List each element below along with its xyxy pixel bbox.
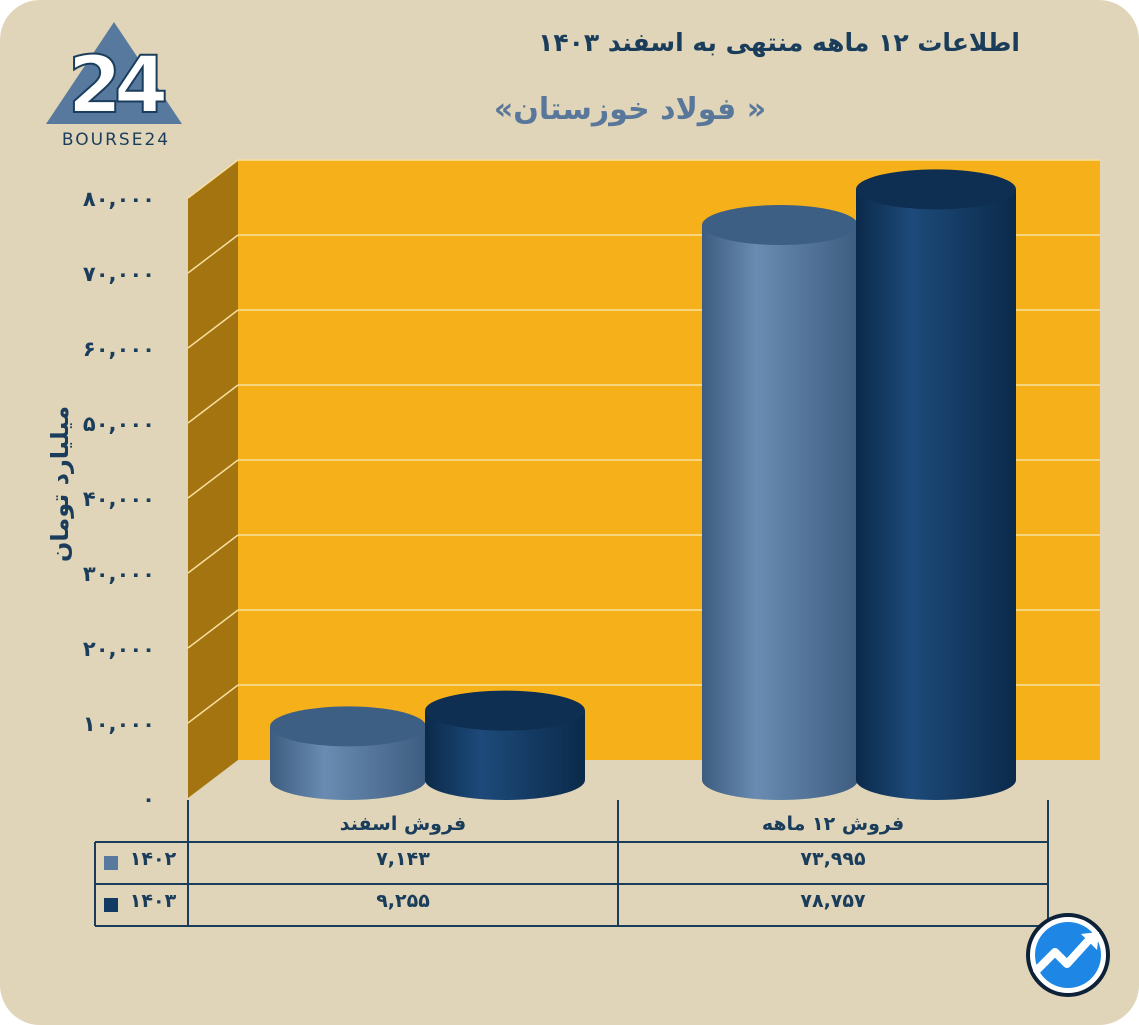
bar-cylinder: [270, 706, 426, 800]
bar-cylinder: [856, 169, 1016, 800]
chart-subtitle: « فولاد خوزستان»: [493, 92, 767, 127]
y-tick-label: ۰: [142, 787, 155, 811]
y-tick-label: ۵۰,۰۰۰: [83, 412, 155, 436]
y-tick-label: ۲۰,۰۰۰: [83, 637, 155, 661]
table-cell: ۷۸,۷۵۷: [800, 890, 866, 912]
gridline-side: [187, 384, 239, 424]
legend-label-1403: ۱۴۰۳: [129, 890, 177, 912]
gridline-side: [187, 234, 239, 274]
table-header-cell: فروش ۱۲ ماهه: [761, 813, 905, 835]
gridline-side: [187, 309, 239, 349]
table-cell: ۷۳,۹۹۵: [800, 848, 866, 870]
y-tick-label: ۱۰,۰۰۰: [83, 712, 155, 736]
gridline-side: [187, 459, 239, 499]
gridline-side: [187, 159, 239, 199]
table-header-cell: فروش اسفند: [339, 813, 467, 835]
y-tick-label: ۶۰,۰۰۰: [83, 337, 155, 361]
y-tick-label: ۷۰,۰۰۰: [83, 262, 155, 286]
gridline-side: [187, 534, 239, 574]
bar-cylinder: [702, 205, 858, 801]
gridline-side: [187, 684, 239, 724]
legend-swatch-1402: [104, 856, 118, 870]
y-tick-label: ۳۰,۰۰۰: [83, 562, 155, 586]
bar-cylinder: [425, 690, 585, 800]
y-tick-label: ۸۰,۰۰۰: [83, 187, 155, 211]
gridline-side: [187, 609, 239, 649]
table-cell: ۹,۲۵۵: [376, 890, 430, 912]
triangle-24-logo-icon: 24: [46, 22, 182, 130]
logo-wordmark: BOURSE24: [61, 130, 171, 150]
legend-swatch-1403: [104, 898, 118, 912]
trend-arrow-badge-icon: [1026, 913, 1110, 997]
chart-title: اطلاعات ۱۲ ماهه منتهی به اسفند ۱۴۰۳: [538, 28, 1020, 57]
table-cell: ۷,۱۴۳: [376, 848, 430, 870]
y-tick-label: ۴۰,۰۰۰: [83, 487, 155, 511]
legend-label-1402: ۱۴۰۲: [129, 848, 177, 870]
logo-mark: 24: [68, 41, 165, 130]
